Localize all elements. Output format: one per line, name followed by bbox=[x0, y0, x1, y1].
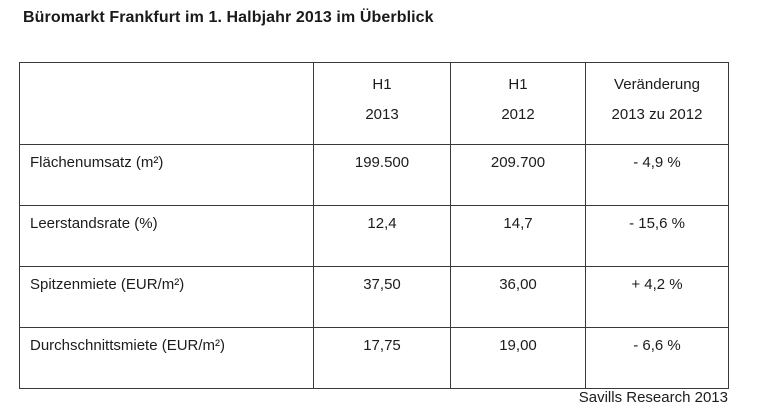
cell-h1-2013: 17,75 bbox=[313, 327, 451, 389]
table-header: H1 2013 H1 2012 Veränderung 2013 zu 2012 bbox=[19, 62, 729, 145]
table-body: Flächenumsatz (m²) 199.500 209.700 - 4,9… bbox=[19, 144, 729, 389]
header-cell-h1-2013: H1 2013 bbox=[313, 62, 451, 145]
table-row-leerstandsrate: Leerstandsrate (%) 12,4 14,7 - 15,6 % bbox=[19, 205, 729, 267]
page-title: Büromarkt Frankfurt im 1. Halbjahr 2013 … bbox=[23, 9, 434, 26]
source-attribution: Savills Research 2013 bbox=[578, 389, 728, 406]
header-line: H1 bbox=[372, 76, 392, 93]
row-label: Flächenumsatz (m²) bbox=[19, 144, 314, 206]
row-label: Leerstandsrate (%) bbox=[19, 205, 314, 267]
table-row-spitzenmiete: Spitzenmiete (EUR/m²) 37,50 36,00 + 4,2 … bbox=[19, 266, 729, 328]
cell-change: - 15,6 % bbox=[585, 205, 729, 267]
cell-change: + 4,2 % bbox=[585, 266, 729, 328]
cell-change: - 4,9 % bbox=[585, 144, 729, 206]
cell-h1-2013: 37,50 bbox=[313, 266, 451, 328]
header-line: 2012 bbox=[501, 106, 535, 123]
header-cell-empty bbox=[19, 62, 314, 145]
cell-h1-2012: 19,00 bbox=[450, 327, 586, 389]
header-cell-h1-2012: H1 2012 bbox=[450, 62, 586, 145]
cell-h1-2012: 209.700 bbox=[450, 144, 586, 206]
table-row-durchschnittsmiete: Durchschnittsmiete (EUR/m²) 17,75 19,00 … bbox=[19, 327, 729, 389]
market-overview-table: H1 2013 H1 2012 Veränderung 2013 zu 2012… bbox=[19, 62, 729, 389]
header-line: H1 bbox=[508, 76, 528, 93]
header-line: Veränderung bbox=[614, 76, 700, 93]
table-row-flaechenumsatz: Flächenumsatz (m²) 199.500 209.700 - 4,9… bbox=[19, 144, 729, 206]
row-label: Spitzenmiete (EUR/m²) bbox=[19, 266, 314, 328]
table-header-row: H1 2013 H1 2012 Veränderung 2013 zu 2012 bbox=[19, 62, 729, 145]
header-line: 2013 bbox=[365, 106, 399, 123]
cell-h1-2013: 12,4 bbox=[313, 205, 451, 267]
cell-h1-2012: 36,00 bbox=[450, 266, 586, 328]
cell-h1-2013: 199.500 bbox=[313, 144, 451, 206]
header-line: 2013 zu 2012 bbox=[611, 106, 703, 123]
header-cell-change: Veränderung 2013 zu 2012 bbox=[585, 62, 729, 145]
cell-change: - 6,6 % bbox=[585, 327, 729, 389]
row-label: Durchschnittsmiete (EUR/m²) bbox=[19, 327, 314, 389]
cell-h1-2012: 14,7 bbox=[450, 205, 586, 267]
